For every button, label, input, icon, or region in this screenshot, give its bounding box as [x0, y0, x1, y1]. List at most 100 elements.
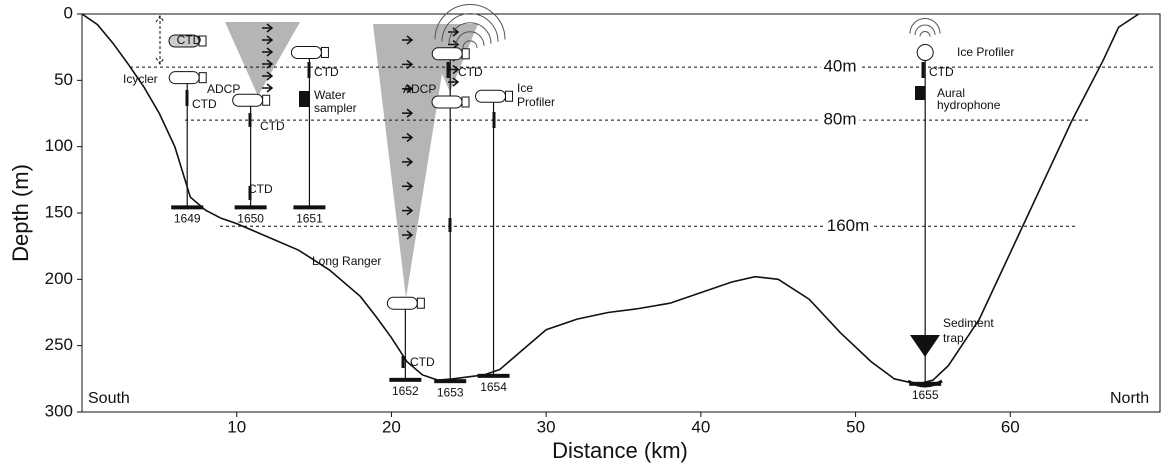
- x-tick-label: 10: [227, 417, 246, 436]
- instrument-float: [431, 47, 463, 61]
- mooring-id: 1649: [174, 212, 201, 226]
- instrument-float: [290, 45, 322, 59]
- y-axis-title: Depth (m): [8, 164, 33, 262]
- beam-arrow: [262, 23, 274, 33]
- instrument: [248, 113, 252, 127]
- label-bg: [823, 215, 873, 235]
- annotation: Profiler: [517, 95, 555, 109]
- annotation: Ice Profiler: [957, 45, 1014, 59]
- instrument: [248, 186, 252, 200]
- annotation: CTD: [929, 65, 954, 79]
- beam-arrow: [402, 108, 414, 118]
- beam-arrow: [402, 206, 414, 216]
- anchor: [434, 379, 467, 384]
- beam-arrow: [262, 47, 274, 57]
- annotation: Icycler: [123, 72, 158, 86]
- beam-arrow: [262, 83, 274, 93]
- annotation: Aural: [937, 86, 965, 100]
- y-tick-label: 200: [45, 269, 73, 288]
- instrument-float: [431, 95, 463, 109]
- float-fin: [198, 35, 207, 47]
- adcp-beam: [225, 22, 300, 96]
- instrument: [185, 90, 189, 106]
- y-tick-label: 250: [45, 335, 73, 354]
- sound-wave: [448, 22, 492, 44]
- mooring-id: 1654: [480, 380, 507, 394]
- annotation: trap: [943, 331, 964, 345]
- y-tick-label: 150: [45, 202, 73, 221]
- annotation: North: [1110, 390, 1149, 407]
- beam-arrow: [402, 132, 414, 143]
- instrument: [307, 62, 311, 78]
- beam-arrow: [402, 35, 414, 45]
- label-bg: [820, 56, 860, 76]
- mooring-id: 1653: [437, 385, 464, 399]
- y-tick-label: 0: [64, 3, 73, 22]
- mooring-id: 1651: [296, 212, 323, 226]
- annotation: CTD: [458, 65, 483, 79]
- float-fin: [461, 48, 470, 60]
- annotation: Sediment: [943, 316, 994, 330]
- trap-base: [907, 379, 943, 388]
- annotation: CTD: [410, 355, 435, 369]
- ice-profiler-float: [916, 43, 934, 61]
- float-fin: [461, 96, 470, 108]
- beam-arrow: [262, 71, 274, 81]
- annotation: CTD: [260, 119, 285, 133]
- x-axis-title: Distance (km): [552, 438, 688, 463]
- annotation: CTD: [248, 182, 273, 196]
- depth-line-label: 40m: [823, 57, 856, 76]
- mooring-id: 1655: [912, 388, 939, 402]
- instrument: [401, 356, 405, 368]
- y-tick-label: 50: [54, 70, 73, 89]
- anchor: [171, 205, 204, 210]
- instrument: [446, 62, 450, 78]
- x-tick-label: 50: [846, 417, 865, 436]
- instrument-float: [386, 296, 418, 310]
- mooring-id: 1652: [392, 384, 419, 398]
- instrument: [448, 218, 452, 232]
- anchor: [234, 205, 267, 210]
- float-fin: [416, 297, 425, 309]
- sound-wave: [462, 40, 478, 48]
- sound-wave: [919, 31, 931, 37]
- annotation: hydrophone: [937, 98, 1001, 112]
- instrument: [299, 91, 309, 107]
- annotation: CTD: [314, 65, 339, 79]
- instrument: [492, 112, 496, 128]
- sound-wave: [909, 18, 941, 34]
- x-tick-label: 20: [382, 417, 401, 436]
- instrument-float: [475, 89, 507, 103]
- sound-wave: [455, 31, 485, 46]
- beam-arrow: [402, 84, 414, 94]
- instrument-float: [168, 71, 200, 85]
- sound-wave: [441, 13, 499, 42]
- beam-arrow: [402, 181, 414, 191]
- annotation: Water: [314, 88, 346, 102]
- annotation: Long Ranger: [312, 254, 381, 268]
- annotation: South: [88, 390, 130, 407]
- annotation: sampler: [314, 101, 357, 115]
- float-fin: [320, 46, 329, 58]
- float-fin: [262, 94, 271, 106]
- annotation: Ice: [517, 81, 533, 95]
- annotation: CTD: [177, 33, 202, 47]
- anchor: [293, 205, 326, 210]
- float-fin: [505, 90, 514, 102]
- beam-arrow: [402, 157, 414, 167]
- mooring-id: 1650: [237, 212, 264, 226]
- instrument: [915, 86, 925, 100]
- x-tick-label: 40: [691, 417, 710, 436]
- depth-line-label: 80m: [823, 110, 856, 129]
- anchor: [477, 373, 510, 378]
- sound-wave: [914, 24, 936, 36]
- sediment-trap: [910, 335, 940, 357]
- sound-wave: [434, 4, 506, 40]
- annotation: ADCP: [207, 82, 240, 96]
- y-tick-label: 300: [45, 401, 73, 420]
- anchor: [389, 377, 422, 382]
- beam-arrow: [262, 35, 274, 45]
- label-bg: [820, 109, 860, 129]
